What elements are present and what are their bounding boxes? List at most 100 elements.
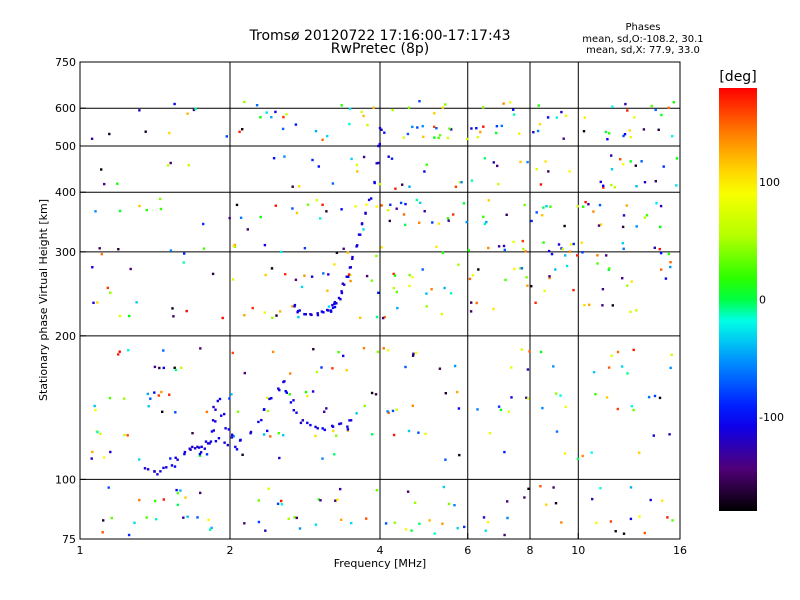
data-point [365, 203, 368, 206]
data-point [441, 251, 444, 254]
data-point [123, 433, 126, 437]
data-point [408, 284, 411, 288]
data-point [601, 304, 604, 307]
y-tick-label: 200 [55, 330, 76, 343]
data-point [320, 366, 323, 369]
data-point [90, 137, 94, 140]
data-point [333, 453, 336, 456]
data-point [456, 390, 459, 394]
data-point [202, 222, 205, 226]
data-point [277, 432, 280, 435]
data-point [607, 366, 611, 369]
data-point [298, 527, 302, 530]
data-point [146, 468, 150, 471]
data-point [635, 225, 638, 228]
data-point [535, 211, 538, 214]
data-point [552, 365, 555, 368]
data-point [433, 532, 436, 535]
data-point [590, 451, 593, 454]
data-point [669, 366, 672, 370]
data-point [402, 136, 405, 139]
data-point [333, 305, 337, 309]
data-point [591, 497, 594, 501]
data-point [232, 435, 235, 438]
data-point [374, 393, 378, 396]
data-point [333, 302, 336, 305]
data-point [235, 203, 239, 207]
data-point [561, 248, 564, 251]
data-point [346, 251, 349, 254]
data-point [495, 131, 498, 135]
data-point [317, 165, 320, 168]
data-point [153, 499, 157, 503]
data-point [173, 102, 176, 106]
data-point [162, 366, 165, 370]
data-point [346, 428, 350, 431]
data-point [370, 279, 373, 282]
legend-title: Phases [625, 22, 660, 33]
colorbar-tick-label: 100 [759, 176, 780, 189]
data-point [484, 529, 487, 532]
data-point [630, 405, 633, 408]
data-point [492, 307, 495, 311]
data-point [370, 391, 374, 395]
data-point [544, 160, 547, 163]
data-point [596, 262, 599, 265]
data-point [266, 409, 270, 413]
data-point [582, 205, 585, 208]
data-point [456, 527, 459, 530]
data-point [386, 410, 389, 413]
data-point [520, 348, 523, 351]
data-point [402, 213, 406, 216]
data-point [355, 163, 359, 167]
data-point [160, 390, 163, 394]
data-point [393, 521, 396, 524]
data-point [550, 252, 554, 256]
data-point [270, 267, 274, 270]
data-point [154, 518, 158, 521]
data-point [295, 211, 299, 215]
data-point [437, 136, 440, 140]
y-tick-label: 75 [62, 533, 76, 546]
data-point [479, 130, 482, 134]
data-point [306, 394, 309, 398]
data-point [156, 473, 159, 476]
data-point [367, 198, 371, 202]
data-point [483, 157, 486, 160]
data-point [162, 498, 165, 501]
data-point [658, 247, 661, 251]
data-point [670, 353, 673, 356]
data-point [546, 116, 550, 119]
data-point [447, 219, 450, 222]
data-point [520, 267, 524, 270]
data-point [243, 100, 246, 104]
data-point [138, 204, 141, 208]
data-point [524, 250, 527, 253]
data-point [102, 519, 105, 522]
data-point [298, 185, 301, 188]
data-point [284, 273, 287, 276]
data-point [381, 316, 385, 320]
data-point [110, 516, 113, 520]
data-point [437, 222, 441, 225]
data-point [340, 291, 344, 295]
data-point [457, 263, 460, 266]
data-point [94, 210, 97, 213]
data-point [609, 520, 613, 523]
data-point [191, 445, 194, 449]
data-point [518, 132, 521, 135]
data-point [383, 131, 386, 134]
data-point [172, 315, 175, 318]
data-point [642, 128, 646, 131]
data-point [259, 116, 262, 119]
data-point [399, 201, 403, 205]
x-axis-label: Frequency [MHz] [334, 557, 426, 570]
data-point [336, 498, 339, 501]
data-point [564, 405, 567, 409]
data-point [116, 182, 119, 185]
data-point [165, 466, 168, 469]
data-point [476, 408, 479, 411]
data-point [671, 134, 674, 138]
data-point [386, 209, 390, 212]
